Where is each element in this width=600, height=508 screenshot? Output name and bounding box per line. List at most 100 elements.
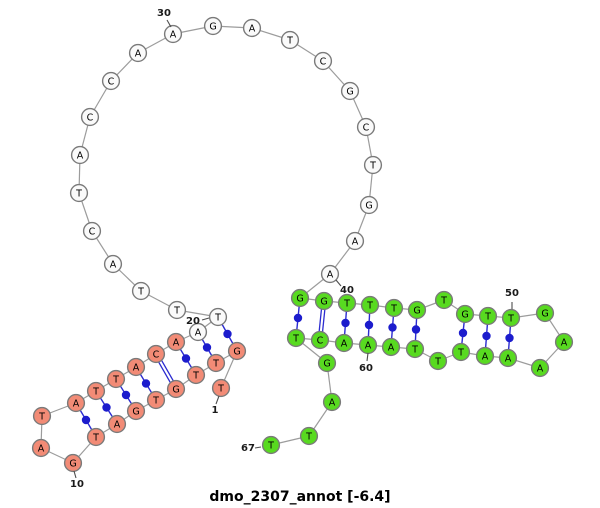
nucleotide-base-letter: T [38,411,45,422]
nucleotide-node [455,304,475,324]
nucleotide-base-letter: A [110,259,117,270]
nucleotide-base-letter: T [173,305,180,316]
nucleotide-base-letter: T [292,333,299,344]
nucleotide-base-letter: T [434,356,441,367]
nucleotide-node [82,221,102,241]
nucleotide-base-letter: C [153,349,160,360]
position-label: 67 [241,443,255,454]
nucleotide-base-letter: C [317,335,324,346]
position-label: 40 [340,285,354,296]
nucleotide-base-letter: T [343,298,350,309]
nucleotide-node [478,306,498,326]
nucleotide-base-letter: T [92,432,99,443]
nucleotide-base-letter: A [133,362,140,373]
nucleotide-node [360,295,380,315]
plot-title: dmo_2307_annot [-6.4] [209,489,390,505]
position-tick [254,446,262,449]
nucleotide-node [530,358,550,378]
nucleotide-node [188,322,208,342]
nucleotide-base-letter: T [390,303,397,314]
nucleotide-node [166,332,186,352]
nucleotide-base-letter: T [75,188,82,199]
nucleotide-base-letter: A [352,236,359,247]
position-tick [73,470,77,479]
pair-bond-dot [505,333,514,343]
nucleotide-node [320,264,340,284]
nucleotide-node [63,453,83,473]
pair-bond-dot [458,328,468,338]
nucleotide-base-letter: T [212,358,219,369]
nucleotide-node [70,145,90,165]
nucleotide-base-letter: T [411,344,418,355]
nucleotide-node [66,393,86,413]
pair-bond-dot [223,329,232,339]
nucleotide-base-letter: G [209,21,216,32]
nucleotide-base-letter: A [77,150,84,161]
nucleotide-node [131,281,151,301]
nucleotide-base-letter: T [152,395,159,406]
nucleotide-base-letter: T [369,160,376,171]
nucleotide-node [322,392,342,412]
nucleotide-node [166,379,186,399]
nucleotide-node [146,344,166,364]
position-label: 30 [157,8,171,19]
nucleotide-base-letter: A [195,327,202,338]
nucleotide-base-letter: A [482,351,489,362]
position-label-layer: 1 10 20 30 40 50 60 67 [70,8,519,490]
nucleotide-node [384,298,404,318]
nucleotide-base-letter: C [87,112,94,123]
nucleotide-node [501,308,521,328]
nucleotide-node [206,353,226,373]
nucleotide-base-letter: C [320,56,327,67]
nucleotide-base-letter: G [346,86,353,97]
nucleotide-node [356,117,376,137]
nucleotide-node [290,288,310,308]
nucleotide-base-letter: A [537,363,544,374]
nucleotide-node [280,30,300,50]
pair-bond-dot [141,379,151,388]
nucleotide-base-letter: G [132,406,139,417]
nucleotide-base-letter: T [214,312,221,323]
nucleotide-node [167,300,187,320]
nucleotide-node [310,330,330,350]
pair-bond-dot [388,323,397,332]
nucleotide-node [317,353,337,373]
nucleotide-node [334,333,354,353]
pair-bond-dot [364,320,374,330]
nucleotide-base-letter: C [108,76,115,87]
nucleotide-base-letter: A [73,398,80,409]
nucleotide-node [126,401,146,421]
nucleotide-node [163,24,183,44]
position-tick [166,19,172,28]
nucleotide-base-letter: T [484,311,491,322]
nucleotide-base-letter: T [507,313,514,324]
nucleotide-base-letter: A [170,29,177,40]
backbone-layer [40,25,565,464]
nucleotide-base-letter: A [329,397,336,408]
nucleotide-node [227,341,247,361]
nucleotide-base-letter: A [249,23,256,34]
nucleotide-node [126,357,146,377]
nucleotide-node [86,381,106,401]
position-label: 50 [505,288,519,299]
nucleotide-base-letter: G [541,308,548,319]
nucleotide-base-letter: A [114,419,121,430]
nucleotide-node [211,378,231,398]
nucleotide-node [203,16,223,36]
pair-bond-dot [121,390,131,400]
pair-bond-dot [102,403,111,412]
nucleotide-base-letter: T [192,370,199,381]
nucleotide-node [286,328,306,348]
nucleotide-node [359,195,379,215]
nucleotide-node [475,346,495,366]
nucleotide-node [80,107,100,127]
nucleotide-node [314,291,334,311]
nucleotide-node [554,332,574,352]
nucleotide-node [498,348,518,368]
nucleotide-base-letter: G [296,293,303,304]
nucleotide-base-letter: T [112,374,119,385]
pair-bond-dot [482,331,491,341]
nucleotide-base-letter: G [323,358,330,369]
nucleotide-node [407,300,427,320]
